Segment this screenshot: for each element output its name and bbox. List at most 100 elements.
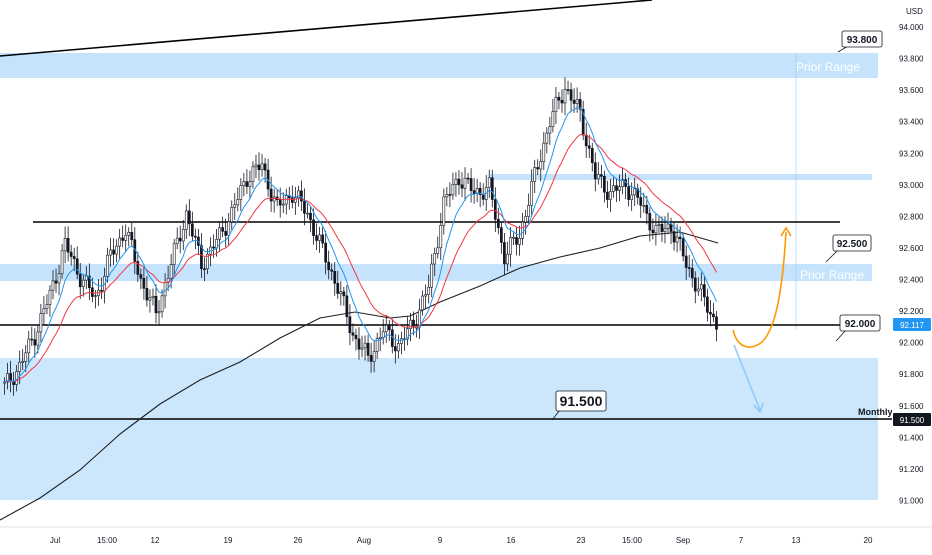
candle-body — [699, 284, 703, 290]
candle-body — [239, 185, 243, 200]
candle-body — [506, 253, 509, 265]
candle-body — [436, 247, 440, 254]
candle-body — [636, 188, 640, 198]
candle-body — [245, 181, 249, 187]
candle-body — [439, 225, 443, 249]
callout-92500-leader — [825, 249, 839, 263]
candle-body — [257, 164, 261, 170]
candle-body — [500, 227, 503, 243]
candle-body — [384, 324, 388, 333]
candle-body — [81, 279, 85, 288]
y-tick-label: 92.000 — [899, 339, 924, 348]
candle-body — [400, 338, 403, 344]
y-tick-label: 92.200 — [899, 307, 924, 316]
candle-body — [696, 288, 700, 292]
trend-line[interactable] — [0, 0, 653, 57]
candle-body — [200, 245, 203, 270]
candle-body — [100, 289, 103, 292]
candle-body — [303, 200, 306, 214]
candle-body — [224, 231, 228, 236]
candle-body — [406, 328, 409, 340]
candle-body — [318, 234, 321, 241]
price-axis-bg[interactable] — [892, 0, 932, 525]
candle-body — [457, 178, 461, 186]
candle-body — [75, 258, 79, 275]
monthly-price-tag[interactable] — [893, 413, 931, 426]
candle-body — [430, 263, 434, 288]
candle-body — [221, 227, 225, 232]
x-tick-label: 19 — [224, 536, 233, 545]
candle-body — [54, 280, 58, 284]
time-axis-bg[interactable] — [0, 527, 932, 550]
candle-body — [487, 177, 491, 188]
candle-body — [348, 316, 352, 334]
zone-mid-upper — [490, 174, 872, 180]
candle-body — [681, 238, 685, 257]
candle-body — [39, 313, 43, 333]
candle-body — [654, 224, 658, 234]
candle-body — [424, 294, 427, 297]
candle-body — [300, 190, 303, 202]
x-tick-label: 23 — [577, 536, 586, 545]
candle-body — [381, 331, 385, 338]
monthly-price-text: 91.500 — [900, 416, 925, 425]
candle-body — [148, 297, 152, 301]
candle-body — [569, 89, 573, 101]
callout-92000-box[interactable] — [839, 314, 881, 332]
candle-body — [127, 232, 131, 236]
candle-body — [642, 205, 646, 207]
candle-body — [72, 256, 76, 260]
candle-body — [278, 199, 282, 206]
candle-body — [330, 269, 334, 272]
candle-body — [203, 268, 206, 271]
candle-body — [563, 89, 567, 104]
candle-body — [606, 191, 609, 200]
candle-body — [578, 99, 582, 110]
candle-body — [584, 134, 588, 147]
candle-body — [36, 331, 40, 346]
candle-body — [230, 207, 234, 223]
candle-body — [545, 132, 549, 144]
candle-body — [60, 250, 64, 275]
candle-body — [315, 235, 318, 241]
y-tick-label: 91.400 — [899, 433, 924, 442]
monthly-label: Monthly — [858, 407, 893, 417]
candle-body — [260, 163, 264, 170]
candle-body — [554, 96, 558, 112]
candle-body — [599, 174, 603, 177]
y-tick-label: 93.000 — [899, 181, 924, 190]
candle-body — [512, 237, 515, 239]
y-tick-label: 92.600 — [899, 244, 924, 253]
price-axis: 94.000 93.800 93.600 93.400 93.200 93.000 92.8… — [899, 23, 924, 537]
ma-long-line — [0, 231, 719, 521]
projection-up-path — [732, 231, 787, 348]
currency-label: USD — [906, 7, 923, 16]
candle-body — [251, 166, 255, 182]
candle-body — [142, 278, 146, 289]
candle-body — [154, 295, 158, 314]
candle-body — [84, 275, 88, 281]
y-tick-label: 92.800 — [899, 212, 924, 221]
last-price-tag[interactable] — [893, 318, 931, 331]
y-tick-label: 94.000 — [899, 23, 924, 32]
candle-body — [91, 287, 94, 297]
time-axis: Jul 15:00 12 19 26 Aug 9 16 23 15:00 Sep 7 13 20 — [50, 536, 873, 545]
callout-92500-text: 92.500 — [837, 239, 868, 250]
x-tick-label: 20 — [864, 536, 873, 545]
candle-body — [42, 308, 46, 314]
prior-range-mid-label: Prior Range — [800, 268, 864, 282]
callout-92500-box[interactable] — [832, 234, 872, 252]
candle-body — [27, 338, 31, 354]
candle-body — [130, 232, 134, 241]
candle-body — [615, 185, 618, 191]
candle-body — [190, 223, 194, 237]
callout-91500-text: 91.500 — [560, 393, 603, 409]
candle-body — [227, 221, 231, 236]
candle-body — [139, 274, 143, 279]
candle-body — [212, 246, 215, 249]
candle-body — [187, 210, 191, 225]
callout-91500-box[interactable] — [555, 390, 607, 412]
callout-93800-box[interactable] — [841, 30, 883, 48]
